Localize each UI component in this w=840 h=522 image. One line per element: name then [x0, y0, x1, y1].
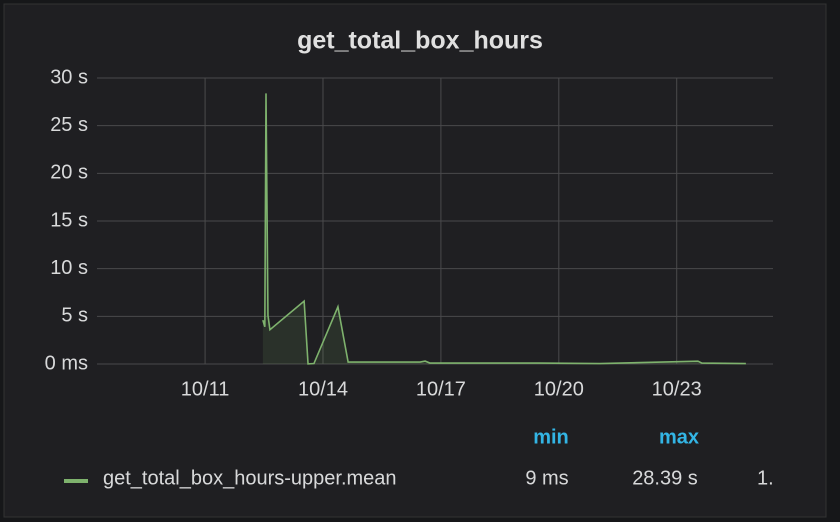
- legend-label: get_total_box_hours-upper.mean: [103, 467, 397, 489]
- panel-title: get_total_box_hours: [297, 27, 543, 55]
- legend-value: 9 ms: [525, 467, 568, 489]
- legend-value: 28.39 s: [632, 467, 698, 489]
- y-tick-label: 5 s: [61, 305, 88, 327]
- y-tick-label: 25 s: [50, 114, 88, 136]
- y-tick-label: 30 s: [50, 66, 88, 88]
- legend-value: 1.: [757, 467, 774, 489]
- y-tick-label: 0 ms: [45, 352, 88, 374]
- y-tick-label: 10 s: [50, 257, 88, 279]
- y-tick-label: 20 s: [50, 162, 88, 184]
- x-tick-label: 10/11: [181, 378, 230, 400]
- panel-background: [3, 3, 827, 518]
- x-tick-label: 10/23: [652, 378, 702, 400]
- x-tick-label: 10/17: [416, 378, 466, 400]
- line: [262, 93, 746, 365]
- x-tick-label: 10/14: [298, 378, 348, 400]
- x-tick-label: 10/20: [534, 378, 584, 400]
- legend-header: min: [533, 426, 569, 448]
- y-tick-label: 15 s: [50, 209, 88, 231]
- legend-header: max: [659, 426, 699, 448]
